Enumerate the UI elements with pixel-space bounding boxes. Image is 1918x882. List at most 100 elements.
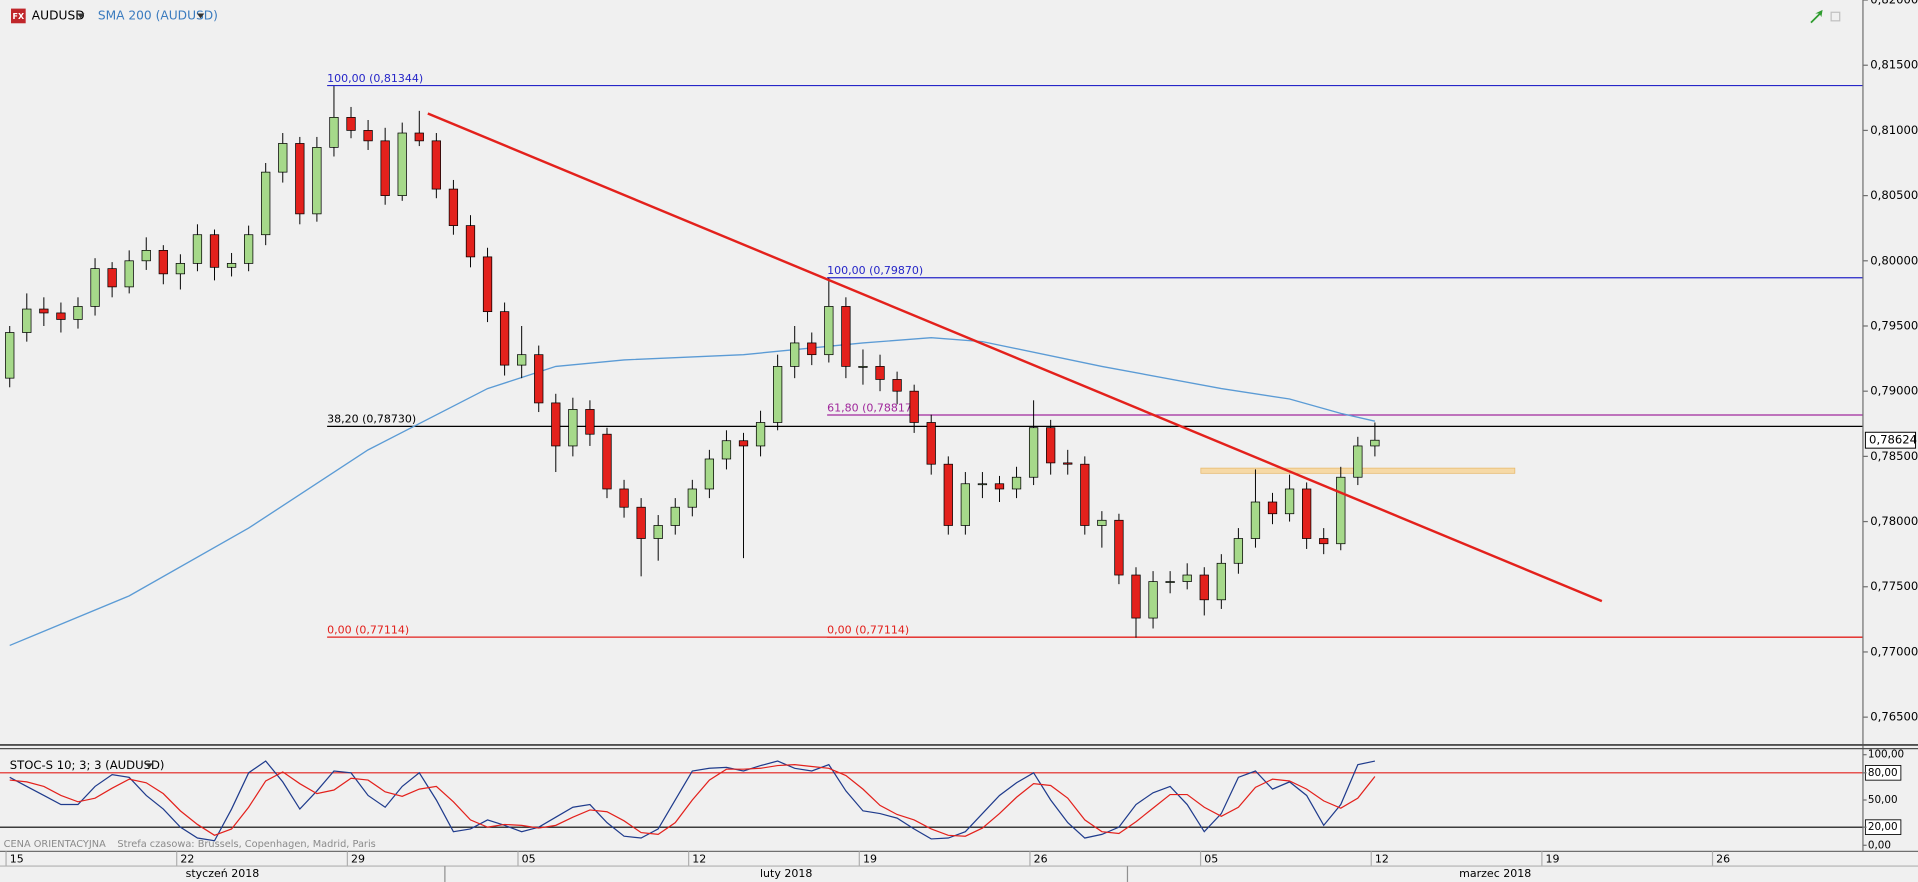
- symbol[interactable]: AUDUSD: [32, 8, 85, 22]
- candle-body: [926, 422, 936, 465]
- x-tick-label: 19: [1546, 852, 1560, 865]
- candle-body: [1353, 445, 1363, 478]
- x-tick-label: 15: [10, 852, 24, 865]
- candle-body: [1011, 476, 1022, 490]
- candle-body: [568, 409, 578, 447]
- y-tick-label: 0,77500: [1870, 579, 1918, 593]
- candle-body: [1028, 427, 1039, 478]
- candle-body: [1063, 462, 1073, 465]
- note: CENA ORIENTACYJNA: [4, 839, 106, 850]
- candle-body: [329, 117, 339, 148]
- y-tick-label: 0,79000: [1870, 384, 1918, 398]
- fib-label: 38,20 (0,78730): [327, 413, 416, 426]
- candle-body: [243, 234, 254, 264]
- candle-body: [39, 308, 49, 314]
- candle-body: [90, 268, 100, 307]
- candle-body: [278, 143, 288, 173]
- candle-body: [1370, 439, 1380, 447]
- indicator-name[interactable]: SMA 200 (AUDUSD): [98, 8, 218, 22]
- x-tick-label: 29: [351, 852, 365, 865]
- candle-body: [448, 188, 459, 226]
- fx-icon-text: FX: [13, 12, 25, 21]
- candle-body: [738, 440, 749, 447]
- candle-body: [909, 390, 919, 423]
- indicator-title[interactable]: STOC-S 10; 3; 3 (AUDUSD): [10, 758, 165, 772]
- candle-body: [670, 506, 680, 526]
- x-tick-label: 19: [863, 852, 877, 865]
- candle-body: [824, 306, 834, 356]
- candle-body: [1267, 501, 1278, 515]
- fib-label: 100,00 (0,79870): [827, 264, 923, 277]
- y-tick-label: 0,00: [1868, 839, 1891, 851]
- candle-body: [1284, 488, 1295, 515]
- fx-icon: [11, 8, 26, 24]
- candle-body: [602, 433, 612, 490]
- y-tick-label: 0,82000: [1870, 0, 1918, 7]
- candle-body: [107, 268, 117, 288]
- candle-body: [1302, 488, 1312, 539]
- candle-body: [414, 132, 424, 142]
- candle-body: [1216, 562, 1226, 601]
- candle-body: [209, 234, 220, 268]
- candle-body: [1319, 538, 1329, 545]
- x-tick-label: 12: [692, 852, 706, 865]
- y-tick-label: 0,80000: [1870, 253, 1918, 267]
- candle-body: [73, 306, 83, 320]
- candle-body: [585, 409, 595, 435]
- fib-label: 0,00 (0,77114): [327, 623, 409, 636]
- candle-body: [1131, 574, 1141, 619]
- sma-line: [9, 337, 1376, 647]
- symbol-dropdown[interactable]: [77, 13, 85, 19]
- candle-body: [1080, 463, 1090, 526]
- candle-body: [943, 463, 953, 526]
- candle-body: [1233, 538, 1244, 564]
- candle-body: [534, 354, 544, 404]
- candle-body: [226, 263, 237, 268]
- y-tick-label: 0,78500: [1870, 449, 1918, 463]
- candle-body: [977, 483, 988, 486]
- last-price-box: [1864, 431, 1917, 449]
- x-tick-label: 26: [1034, 852, 1048, 865]
- fib-label: 61,80 (0,78817): [827, 401, 916, 414]
- candle-body: [158, 250, 168, 275]
- candle-body: [465, 225, 476, 258]
- trend-icon[interactable]: [1810, 9, 1823, 24]
- y-tick-label: 0,81000: [1870, 123, 1918, 137]
- indicator-dropdown[interactable]: [196, 13, 205, 19]
- fib-label: 100,00 (0,81344): [327, 72, 423, 85]
- candle-body: [704, 458, 715, 490]
- candle-body: [1165, 581, 1175, 583]
- candle-body: [858, 366, 868, 368]
- x-tick-label: 05: [522, 852, 536, 865]
- candle-body: [892, 379, 902, 392]
- candle-body: [687, 488, 697, 508]
- candle-body: [960, 483, 970, 526]
- stoch-line: [9, 760, 1376, 842]
- candle-body: [5, 332, 15, 379]
- candle-body: [636, 506, 646, 539]
- y-tick-label: 0,77000: [1870, 644, 1918, 658]
- stoch-line: [9, 764, 1376, 837]
- candle-body: [755, 422, 766, 447]
- candle-body: [1199, 574, 1209, 601]
- x-tick-label: 05: [1204, 852, 1218, 865]
- y-tick-label: 100,00: [1868, 749, 1904, 761]
- candle-body: [482, 256, 493, 313]
- x-tick-label: 22: [180, 852, 194, 865]
- candle-body: [175, 263, 186, 275]
- candle-body: [431, 140, 441, 190]
- candle-body: [1046, 427, 1056, 464]
- indicator-dropdown[interactable]: [145, 763, 153, 769]
- month-label: luty 2018: [760, 867, 812, 880]
- y-tick-label: 0,81500: [1870, 58, 1918, 72]
- candle-body: [261, 171, 271, 236]
- x-tick-label: 26: [1716, 852, 1730, 865]
- candle-body: [22, 308, 32, 333]
- candle-body: [721, 440, 732, 460]
- candle-body: [363, 130, 373, 142]
- candle-body: [994, 483, 1005, 490]
- last-price-label: 0,78624: [1869, 433, 1917, 447]
- window-icon[interactable]: [1830, 11, 1841, 22]
